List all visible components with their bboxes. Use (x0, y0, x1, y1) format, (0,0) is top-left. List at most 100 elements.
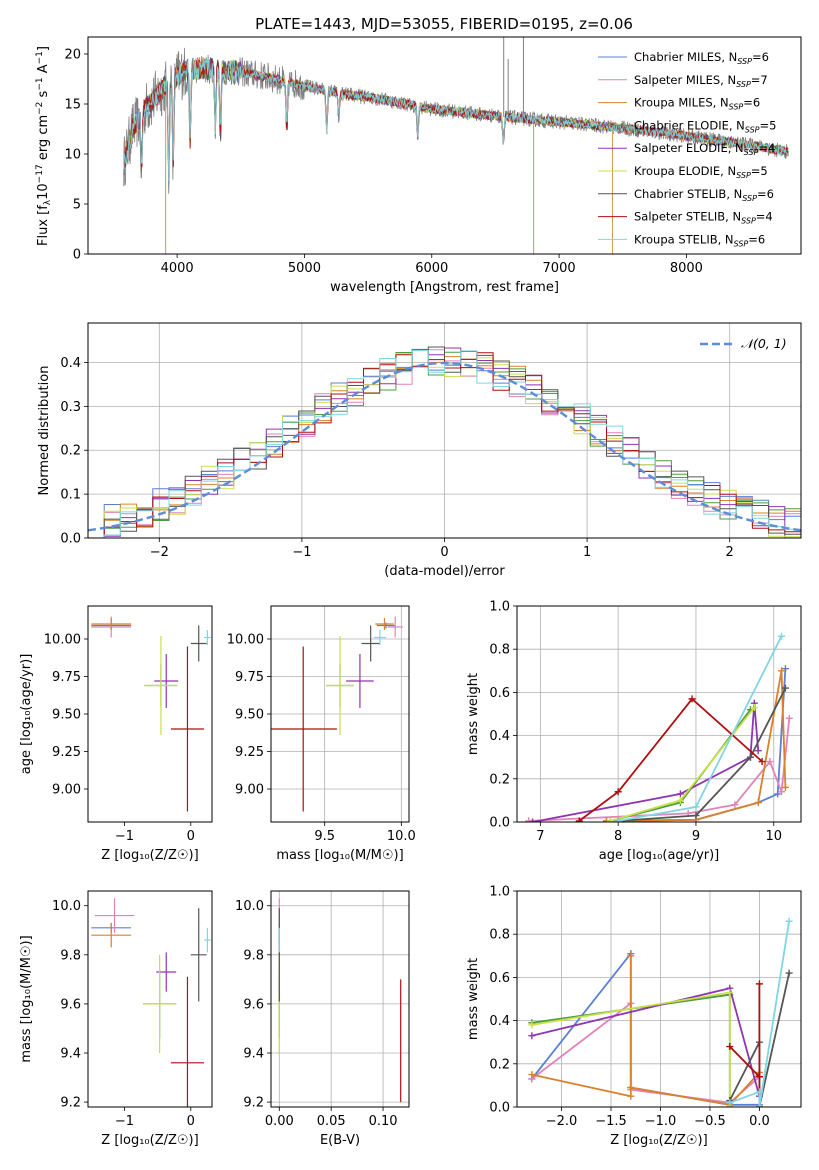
y-tick-label: 9.2 (60, 1096, 81, 1111)
mass-weight-marker (627, 1084, 635, 1092)
mass-weight-marker (785, 969, 793, 977)
legend-label-text: Chabrier STELIB, N (634, 187, 742, 201)
age-vs-Z-panel: −1 0 9.00 9.25 9.50 9.75 10.00 Z [log₁₀(Z/Z☉)] a… (19, 605, 213, 863)
legend-label: Kroupa MILES, NSSP=6 (634, 96, 760, 112)
spectrum-panel: 4000 5000 6000 7000 8000 0 5 10 15 20 wavelength [… (35, 36, 802, 295)
legend-label-text: Salpeter ELODIE, N (634, 141, 744, 155)
x-tick-label: 0.00 (265, 1114, 294, 1129)
legend-label-text: Salpeter STELIB, N (634, 210, 741, 224)
histogram-panel-frame (87, 322, 802, 539)
legend-label: Salpeter STELIB, NSSP=4 (634, 210, 773, 226)
x-axis-label: E(B-V) (320, 1133, 360, 1148)
x-tick-label: 9 (692, 829, 700, 844)
mass-weight-marker (575, 817, 583, 822)
mass-weight-marker (692, 812, 700, 820)
mass-weight-marker (778, 788, 786, 796)
x-tick-label: 0.0 (749, 1114, 770, 1129)
y-tick-label: 9.25 (235, 745, 264, 760)
mass-weight-marker (785, 917, 793, 925)
x-tick-label: 10 (765, 829, 782, 844)
mass-weight-vs-age-panel-plot-area (525, 632, 793, 822)
y-tick-label: 9.8 (243, 948, 264, 963)
y-axis-label: Normed distribution (37, 366, 52, 496)
mass-weight-vs-age-panel-grid (517, 605, 801, 823)
legend-label-subscript: SSP (742, 194, 757, 203)
mass-weight-marker (528, 1071, 536, 1079)
x-tick-label: 0.05 (317, 1114, 346, 1129)
y-tick-label: 1.0 (489, 885, 510, 900)
x-tick-label: 6000 (415, 261, 448, 276)
legend-label-text: Chabrier MILES, N (634, 50, 737, 64)
legend-label-text: Salpeter MILES, N (634, 73, 736, 87)
x-tick-label: −0.5 (694, 1114, 726, 1129)
mass-weight-marker (766, 758, 774, 766)
mass-weight-marker (529, 818, 537, 822)
mass-weight-marker (726, 989, 734, 997)
y-axis-label-part: 10 (36, 183, 51, 200)
y-tick-label: 10.00 (227, 633, 264, 648)
y-tick-label: 0.6 (489, 971, 510, 986)
y-tick-label: 1.0 (489, 600, 510, 615)
mass-weight-line (618, 687, 787, 822)
y-axis-label: age [log₁₀(age/yr)] (19, 654, 34, 775)
y-tick-label: 20 (64, 48, 81, 63)
x-tick-label: 8000 (670, 261, 703, 276)
x-axis-label: mass [log₁₀(M/M☉)] (276, 848, 403, 863)
legend-label-text: Chabrier ELODIE, N (634, 118, 745, 132)
y-axis-label-part: s (36, 90, 51, 101)
mass-weight-marker (525, 817, 533, 822)
mass-weight-line (528, 718, 791, 822)
y-axis-label-part: λ (43, 199, 53, 205)
mass-vs-Z-panel: −1 0 9.2 9.4 9.6 9.8 10.0 Z [log₁₀(Z/Z☉)] mass [… (19, 890, 213, 1148)
mass-weight-line (729, 921, 790, 1107)
mass-weight-marker (726, 1099, 734, 1107)
x-tick-label: −2 (150, 545, 169, 560)
mass-weight-marker (785, 714, 793, 722)
y-axis-label-part: ] (36, 46, 51, 51)
mass-weight-marker (755, 1088, 763, 1096)
mass-weight-marker (781, 684, 789, 692)
y-axis-label-part: A (36, 64, 51, 77)
x-tick-label: 2 (726, 545, 734, 560)
x-tick-label: −1 (115, 829, 134, 844)
legend-label-count: =5 (751, 164, 768, 178)
legend-label-count: =4 (758, 141, 775, 155)
age-vs-Z-panel-plot-area (91, 616, 211, 812)
mass-weight-line (531, 987, 761, 1097)
y-tick-label: 9.4 (243, 1047, 264, 1062)
mass-weight-marker (755, 980, 763, 988)
x-tick-label: −1.5 (595, 1114, 627, 1129)
age-vs-mass-panel-frame (270, 605, 410, 823)
mass-weight-marker (750, 704, 758, 712)
mass-weight-marker (778, 632, 786, 640)
legend-label: Chabrier ELODIE, NSSP=5 (634, 118, 776, 134)
mass-weight-marker (627, 1092, 635, 1100)
legend-label-text: Kroupa STELIB, N (634, 232, 734, 246)
y-axis-label: mass weight (466, 958, 481, 1040)
y-tick-label: 0.0 (489, 816, 510, 831)
mass-weight-marker (692, 803, 700, 811)
x-axis-label: age [log₁₀(age/yr)] (599, 848, 720, 863)
y-axis-label-part: −17 (35, 164, 45, 183)
legend-label-count: =6 (748, 232, 765, 246)
y-tick-label: 10.00 (44, 633, 81, 648)
y-axis-label: mass weight (466, 673, 481, 755)
y-tick-label: 0.4 (489, 1014, 510, 1029)
y-tick-label: 0.4 (489, 729, 510, 744)
x-tick-label: 5000 (288, 261, 321, 276)
mass-weight-marker (754, 799, 762, 807)
y-tick-label: 0.4 (60, 356, 81, 371)
y-tick-label: 0.0 (60, 532, 81, 547)
model-spectrum-line (123, 57, 789, 181)
y-axis-label-part: −1 (35, 51, 45, 64)
mass-weight-marker (528, 1021, 536, 1029)
x-tick-label: −1 (292, 545, 311, 560)
y-axis-label-part: erg cm (36, 115, 51, 164)
legend-label-subscript: SSP (736, 80, 751, 89)
y-axis-label-part: Flux [f (36, 205, 51, 246)
y-tick-label: 9.00 (52, 783, 81, 798)
y-tick-label: 10.0 (52, 899, 81, 914)
y-tick-label: 9.4 (60, 1047, 81, 1062)
